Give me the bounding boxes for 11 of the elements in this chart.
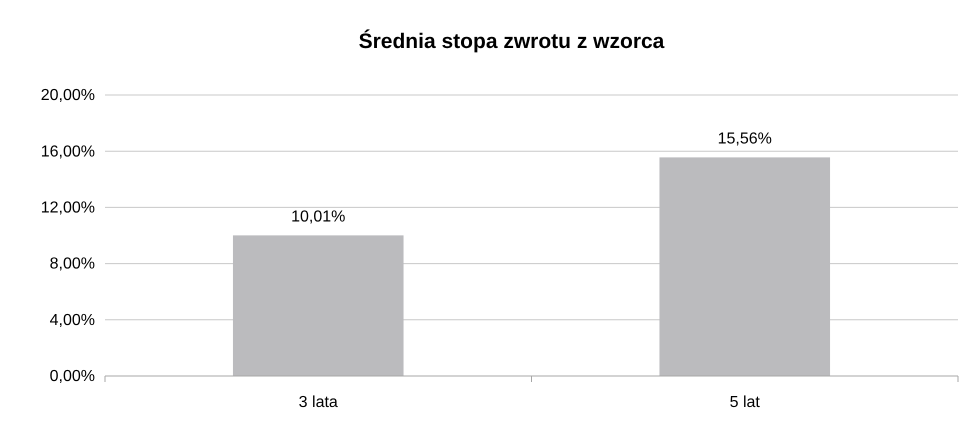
y-tick-label: 0,00%: [50, 368, 95, 386]
x-tick-label: 3 lata: [298, 394, 338, 411]
y-tick-label: 20,00%: [40, 87, 95, 104]
data-label: 10,01%: [291, 208, 346, 226]
y-tick-label: 12,00%: [40, 200, 95, 217]
y-tick-label: 8,00%: [50, 256, 95, 273]
chart-title: Średnia stopa zwrotu z wzorca: [358, 29, 665, 53]
data-label: 15,56%: [718, 130, 772, 148]
x-tick-label: 5 lat: [730, 394, 760, 411]
y-tick-label: 16,00%: [40, 143, 95, 160]
y-tick-label: 4,00%: [50, 312, 95, 329]
